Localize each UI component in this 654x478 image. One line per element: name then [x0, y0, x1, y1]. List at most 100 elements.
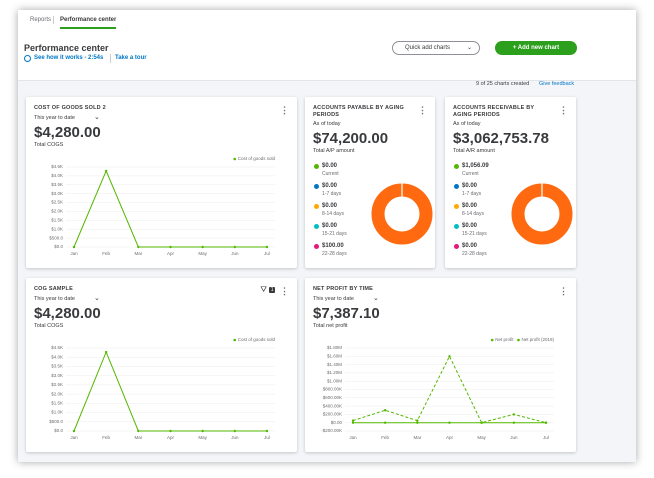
y-tick-label: $1.80M [327, 345, 342, 350]
y-tick-label: $1.0K [51, 410, 63, 415]
filter-icon[interactable]: ⛛ [260, 285, 267, 294]
data-point [104, 350, 108, 354]
data-point [265, 429, 269, 433]
data-point [169, 429, 172, 433]
item-amount: $0.00 [462, 183, 478, 189]
charts-count: 9 of 25 charts created [476, 81, 530, 87]
filter-badge: 1 [269, 287, 275, 293]
data-point [512, 421, 516, 424]
y-tick-label: $1.40M [327, 362, 342, 367]
legend-dot [454, 204, 459, 209]
x-tick-label: Feb [381, 435, 389, 440]
item-label: 1-7 days [322, 191, 342, 197]
period: As of today [453, 121, 481, 127]
legend-label: Net profit (2019) [521, 337, 554, 342]
y-tick-label: $400.00K [323, 403, 342, 408]
data-point [383, 421, 387, 424]
donut-chart [511, 183, 573, 245]
legend-label: Cost of goods sold [238, 337, 276, 342]
x-tick-label: May [198, 435, 207, 440]
item-label: 8-14 days [322, 211, 344, 217]
legend-dot [233, 157, 237, 161]
video-link[interactable]: See how it works - 2:54s [34, 55, 104, 61]
amount-label: Total COGS [34, 323, 64, 329]
x-tick-label: Jul [264, 251, 270, 256]
quick-add-label: Quick add charts [405, 45, 451, 51]
amount: $4,280.00 [34, 124, 101, 141]
amount-label: Total A/R amount [453, 148, 495, 154]
data-point [416, 421, 419, 424]
feedback-link[interactable]: Give feedback [539, 81, 575, 87]
period[interactable]: This year to date [34, 115, 75, 121]
x-tick-label: Mar [134, 251, 142, 256]
item-amount: $0.00 [322, 183, 338, 189]
x-tick-label: Apr [167, 251, 175, 256]
menu-icon[interactable]: ⋮ [559, 286, 568, 296]
card: ACCOUNTS RECEIVABLE BY AGING PERIODS ⋮ As … [445, 97, 576, 268]
item-label: 22-28 days [322, 251, 347, 257]
item-amount: $0.00 [322, 163, 338, 169]
menu-icon[interactable]: ⋮ [559, 105, 568, 115]
menu-icon[interactable]: ⋮ [418, 105, 427, 115]
card: COST OF GOODS SOLD 2 ⋮ This year to date ⌄ $… [26, 97, 297, 268]
data-point [351, 421, 355, 424]
y-tick-label: $1.00M [327, 378, 342, 383]
y-tick-label: $1.20M [327, 370, 342, 375]
data-point [233, 429, 237, 433]
x-tick-label: Jun [510, 435, 518, 440]
item-amount: $0.00 [462, 223, 478, 229]
link-divider [110, 54, 111, 63]
data-point [201, 245, 204, 249]
x-tick-label: Jul [264, 435, 270, 440]
quick-add-button[interactable]: Quick add charts ⌄ [392, 41, 480, 55]
y-tick-label: $1.0K [51, 226, 63, 231]
card: COG SAMPLE ⋮ This year to date ⌄ $4,280.00 To… [26, 278, 297, 452]
add-chart-button[interactable]: + Add new chart [495, 41, 577, 55]
tab[interactable]: Reports [30, 17, 52, 23]
y-tick-label: $2.0K [51, 209, 63, 214]
donut [371, 183, 433, 245]
x-tick-label: Jun [231, 435, 239, 440]
data-point [416, 419, 419, 422]
card-title: COST OF GOODS SOLD 2 [34, 105, 106, 111]
data-point [104, 169, 108, 173]
data-point [480, 421, 483, 424]
menu-icon[interactable]: ⋮ [280, 286, 289, 296]
legend-dot [517, 338, 520, 342]
line-chart: $0.0 $500.0 $1.0K $1.5K $2.0K $2.5K $3.0K $3.5K… [49, 156, 275, 256]
item-label: 8-14 days [462, 211, 484, 217]
legend-dot [314, 224, 319, 229]
data-point [351, 419, 355, 422]
y-tick-label: $3.0K [51, 191, 63, 196]
tab-active[interactable]: Performance center [60, 17, 117, 29]
data-point [383, 409, 387, 412]
y-tick-label: $4.5K [51, 345, 63, 350]
top-bar: Reports Performance center Performance c… [18, 10, 636, 81]
item-label: 1-7 days [462, 191, 482, 197]
x-tick-label: May [477, 435, 486, 440]
period[interactable]: This year to date [34, 296, 75, 302]
amount-label: Total COGS [34, 142, 64, 148]
y-tick-label: $4.0K [51, 354, 63, 359]
x-tick-label: Jan [70, 251, 78, 256]
amount: $74,200.00 [313, 130, 389, 147]
y-tick-label: $200.00K [323, 412, 342, 417]
item-amount: $0.00 [462, 203, 478, 209]
menu-icon[interactable]: ⋮ [280, 105, 289, 115]
item-label: Current [322, 171, 339, 177]
y-tick-label: $2.5K [51, 200, 63, 205]
item-amount: $0.00 [322, 203, 338, 209]
x-tick-label: Jan [70, 435, 78, 440]
card-title: NET PROFIT BY TIME [313, 286, 374, 292]
legend-dot [233, 338, 237, 342]
legend-dot [454, 184, 459, 189]
donut [511, 183, 573, 245]
period[interactable]: This year to date [313, 296, 354, 302]
card-title: COG SAMPLE [34, 286, 73, 292]
data-point [72, 245, 76, 249]
tour-link[interactable]: Take a tour [115, 55, 147, 61]
y-tick-label: $800.00K [323, 387, 342, 392]
x-tick-label: Feb [102, 251, 110, 256]
item-amount: $0.00 [322, 223, 338, 229]
card-title: ACCOUNTS PAYABLE BY AGING PERIODS [313, 105, 404, 118]
